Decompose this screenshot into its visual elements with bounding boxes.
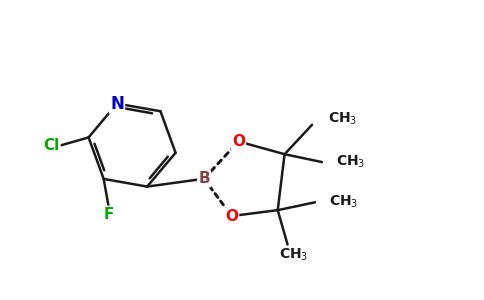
Text: CH$_3$: CH$_3$ — [328, 111, 357, 127]
Text: N: N — [110, 94, 124, 112]
Text: CH$_3$: CH$_3$ — [335, 154, 365, 170]
Text: O: O — [232, 134, 245, 149]
Text: B: B — [198, 171, 210, 186]
Text: Cl: Cl — [43, 138, 60, 153]
Text: CH$_3$: CH$_3$ — [329, 194, 358, 211]
Text: F: F — [104, 207, 114, 222]
Text: O: O — [225, 208, 238, 224]
Text: CH$_3$: CH$_3$ — [279, 246, 308, 262]
